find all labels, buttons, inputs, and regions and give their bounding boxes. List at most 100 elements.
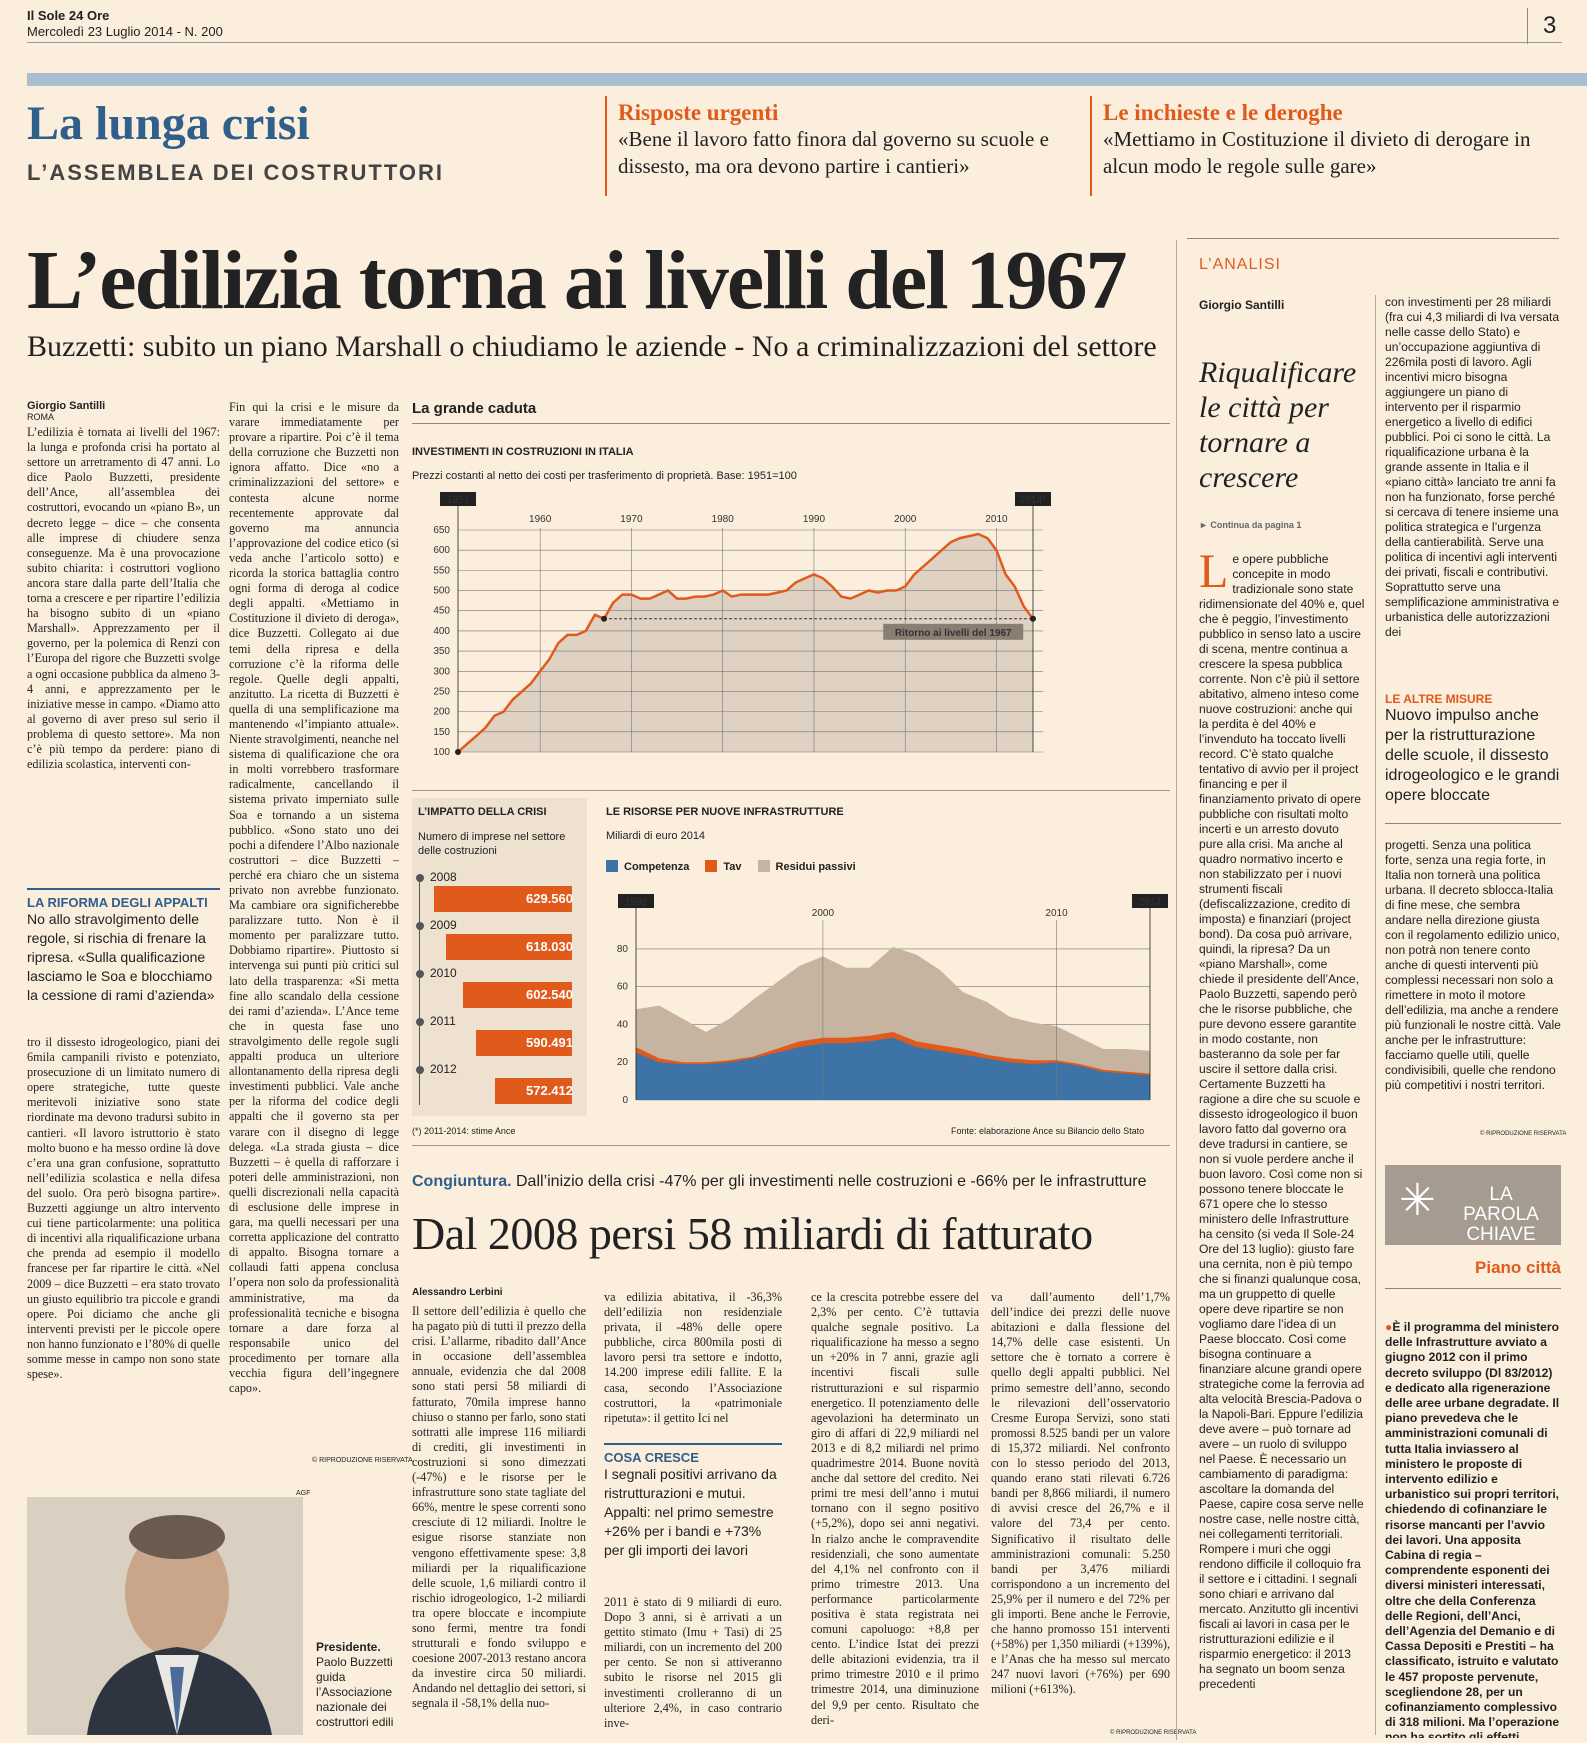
photo-buzzetti	[27, 1497, 303, 1735]
bar-year-dot	[416, 922, 424, 930]
analysis-continua: ► Continua da pagina 1	[1199, 520, 1302, 530]
teaser-2-quote: «Mettiamo in Costituzione il divieto di …	[1103, 127, 1531, 178]
masthead: Il Sole 24 Ore Mercoledì 23 Luglio 2014 …	[27, 8, 223, 40]
chart3-ytick: 0	[622, 1095, 628, 1106]
chart3-area-competenza	[636, 1037, 1150, 1100]
chart-note: (*) 2011-2014: stime Ance	[412, 1126, 516, 1136]
chart1-2014-dot	[1030, 615, 1036, 622]
second-col4: va dall’aumento dell’1,7% dell’indice de…	[991, 1290, 1170, 1697]
masthead-rule	[27, 42, 1562, 43]
infographic: La grande caduta	[412, 400, 1170, 424]
teaser-1-quote: «Bene il lavoro fatto finora dal governo…	[618, 127, 1049, 178]
section-bar	[27, 73, 1587, 86]
analysis-label: L’ANALISI	[1199, 256, 1281, 273]
legend-swatch-tav	[705, 860, 718, 872]
parola-chiave-label1: LA PAROLA	[1463, 1184, 1539, 1225]
article-text-col1b: tro il dissesto idrogeologico, piani dei…	[27, 1035, 220, 1382]
chart-impatto: 2008 629.560 2009 618.030 2010 602.540 2011 590…	[412, 870, 587, 1110]
chart1-xtick: 2010	[985, 514, 1008, 525]
parola-chiave-box: ✳ LA PAROLA CHIAVE	[1385, 1165, 1561, 1245]
chart3-ytick: 40	[617, 1019, 629, 1030]
teaser-2[interactable]: Le inchieste e le deroghe «Mettiamo in C…	[1103, 100, 1573, 180]
page-number: 3	[1543, 12, 1557, 39]
parola-chiave-text: ●È il programma del ministero delle Infr…	[1385, 1320, 1561, 1738]
analysis-col1-text: e opere pubbliche concepite in modo trad…	[1199, 552, 1365, 1691]
author: Giorgio Santilli	[27, 400, 106, 412]
teaser-divider	[605, 96, 607, 196]
sidebox-rule	[27, 888, 220, 890]
page-number-divider	[1527, 8, 1528, 44]
legend-swatch-residui	[757, 860, 770, 872]
chart1-badge-bg	[440, 492, 476, 506]
chart1-ytick: 250	[433, 686, 450, 697]
chart2-title: L’IMPATTO DELLA CRISI	[418, 806, 547, 818]
cosa-cresce-box: COSA CRESCE I segnali positivi arrivano …	[604, 1450, 784, 1560]
analysis-column-rule	[1176, 240, 1177, 1740]
impatto-bar-value: 629.560	[526, 891, 573, 906]
impatto-bar	[494, 1078, 572, 1104]
analysis-col1: L e opere pubbliche concepite in modo tr…	[1199, 552, 1365, 1737]
chart1-title: INVESTIMENTI IN COSTRUZIONI IN ITALIA	[412, 446, 634, 458]
chart1-annotation: Ritorno ai livelli del 1967	[895, 628, 1012, 639]
chart-source: Fonte: elaborazione Ance su Bilancio del…	[951, 1126, 1145, 1136]
chart1-ytick: 300	[433, 666, 450, 677]
parola-chiave-label2: CHIAVE	[1466, 1224, 1536, 1245]
legend-label-residui: Residui passivi	[775, 861, 856, 873]
analysis-dropcap: L	[1199, 552, 1229, 598]
legend-competenza: Competenza	[606, 860, 689, 873]
article-text-col2: Fin qui la crisi e le misure da varare i…	[229, 400, 399, 1396]
bar-year-label: 2009	[430, 918, 457, 932]
legend-swatch-competenza	[606, 860, 618, 872]
impatto-bar-value: 590.491	[526, 1035, 573, 1050]
second-col2: va edilizia abitativa, il -36,3% dell’ed…	[604, 1290, 782, 1425]
chart1-ytick: 200	[433, 707, 450, 718]
chart3-xtick: 2000	[812, 908, 835, 919]
impatto-bar	[475, 1030, 572, 1056]
chart1-xtick: 1980	[712, 514, 735, 525]
legend-label-competenza: Competenza	[624, 861, 690, 873]
impatto-bar	[446, 934, 572, 960]
altre-misure-text: Nuovo impulso anche per la ristrutturazi…	[1385, 707, 1560, 804]
paper-name: Il Sole 24 Ore	[27, 8, 110, 23]
chart1-xtick: 1970	[620, 514, 643, 525]
chart1-badge: 2014*	[1020, 495, 1046, 506]
main-article-col1: Giorgio Santilli ROMA L’edilizia è torna…	[27, 400, 220, 887]
chart3-xtick: 2010	[1045, 908, 1068, 919]
chart1-ytick: 150	[433, 727, 450, 738]
impatto-bar-value: 618.030	[526, 939, 573, 954]
article-text-col1a: L’edilizia è tornata ai livelli del 1967…	[27, 425, 220, 772]
second-author: Alessandro Lerbini	[412, 1287, 503, 1298]
chart1-1951-dot	[455, 749, 461, 755]
chart1-ytick: 650	[433, 525, 450, 536]
bar-year-label: 2011	[430, 1014, 456, 1028]
dateline: ROMA	[27, 412, 54, 422]
analysis-col2: con investimenti per 28 miliardi (fra cu…	[1385, 295, 1560, 639]
bar-year-dot	[416, 874, 424, 882]
legend-residui: Residui passivi	[757, 860, 856, 873]
sidebox-title: LA RIFORMA DEGLI APPALTI	[27, 895, 208, 910]
subheadline: Buzzetti: subito un piano Marshall o chi…	[27, 330, 1157, 363]
chart1-subtitle: Prezzi costanti al netto dei costi per t…	[412, 470, 797, 482]
parola-chiave-label: LA PAROLA CHIAVE	[1451, 1185, 1551, 1245]
photo-caption: Presidente. Paolo Buzzetti guida l’Assoc…	[316, 1640, 406, 1730]
impatto-bar-value: 572.412	[526, 1083, 573, 1098]
copyright-analysis: © RIPRODUZIONE RISERVATA	[1480, 1131, 1567, 1137]
second-kicker-line: Congiuntura. Dall’inizio della crisi -47…	[412, 1173, 1147, 1191]
bullet-icon: ●	[1385, 1320, 1393, 1334]
infographic-bottom-rule	[412, 1145, 1170, 1146]
parola-chiave-term: Piano città	[1475, 1258, 1561, 1277]
issue-date: Mercoledì 23 Luglio 2014 - N. 200	[27, 24, 223, 39]
bar-year-dot	[416, 1066, 424, 1074]
chart1-badge-bg	[1015, 492, 1051, 506]
chart1-xtick: 1960	[529, 514, 552, 525]
teaser-1[interactable]: Risposte urgenti «Bene il lavoro fatto f…	[618, 100, 1078, 180]
impatto-bar	[462, 982, 572, 1008]
chart2-subtitle: Numero di imprese nel settore delle cost…	[418, 831, 566, 857]
cosa-cresce-title: COSA CRESCE	[604, 1450, 699, 1465]
portrait-illustration	[27, 1497, 303, 1735]
parola-chiave-body: È il programma del ministero delle Infra…	[1385, 1320, 1560, 1738]
chart1-line	[457, 532, 1034, 753]
chart1-annotation-bg	[883, 623, 1024, 640]
analysis-title: Riqualificare le città per tornare a cre…	[1199, 356, 1357, 494]
chart1-ytick: 100	[433, 747, 450, 758]
